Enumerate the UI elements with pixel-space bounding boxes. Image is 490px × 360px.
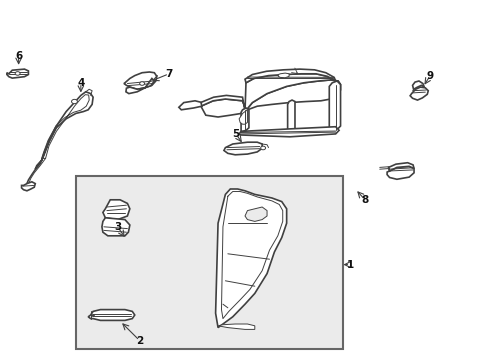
Text: 8: 8 xyxy=(362,195,368,205)
Polygon shape xyxy=(88,310,135,320)
Text: 7: 7 xyxy=(165,69,173,79)
Polygon shape xyxy=(278,73,289,78)
Polygon shape xyxy=(22,182,35,191)
Polygon shape xyxy=(224,142,262,155)
Polygon shape xyxy=(242,80,341,115)
Polygon shape xyxy=(201,95,246,112)
Polygon shape xyxy=(239,127,339,137)
Bar xyxy=(76,176,343,349)
Polygon shape xyxy=(239,110,247,124)
Circle shape xyxy=(15,72,20,75)
Polygon shape xyxy=(288,100,295,135)
Text: 3: 3 xyxy=(114,222,121,232)
Polygon shape xyxy=(413,81,424,89)
Polygon shape xyxy=(387,166,414,179)
Circle shape xyxy=(140,82,145,85)
Polygon shape xyxy=(35,92,93,169)
Text: 1: 1 xyxy=(347,260,354,270)
Circle shape xyxy=(261,146,266,150)
Text: 4: 4 xyxy=(77,78,85,88)
Polygon shape xyxy=(216,189,287,328)
Polygon shape xyxy=(245,207,267,221)
Circle shape xyxy=(72,99,77,104)
Polygon shape xyxy=(102,218,130,236)
Polygon shape xyxy=(126,78,154,94)
Polygon shape xyxy=(179,101,202,110)
Polygon shape xyxy=(410,87,428,100)
Polygon shape xyxy=(245,74,341,112)
Polygon shape xyxy=(241,108,249,132)
Polygon shape xyxy=(103,200,130,220)
Polygon shape xyxy=(245,69,336,83)
Polygon shape xyxy=(124,72,157,89)
Polygon shape xyxy=(201,99,246,117)
Text: 6: 6 xyxy=(15,51,22,61)
Polygon shape xyxy=(7,69,28,78)
Polygon shape xyxy=(218,324,255,329)
Text: 5: 5 xyxy=(233,129,240,139)
Polygon shape xyxy=(389,163,414,171)
Text: 9: 9 xyxy=(427,71,434,81)
Polygon shape xyxy=(329,81,341,133)
Text: 2: 2 xyxy=(136,336,143,346)
